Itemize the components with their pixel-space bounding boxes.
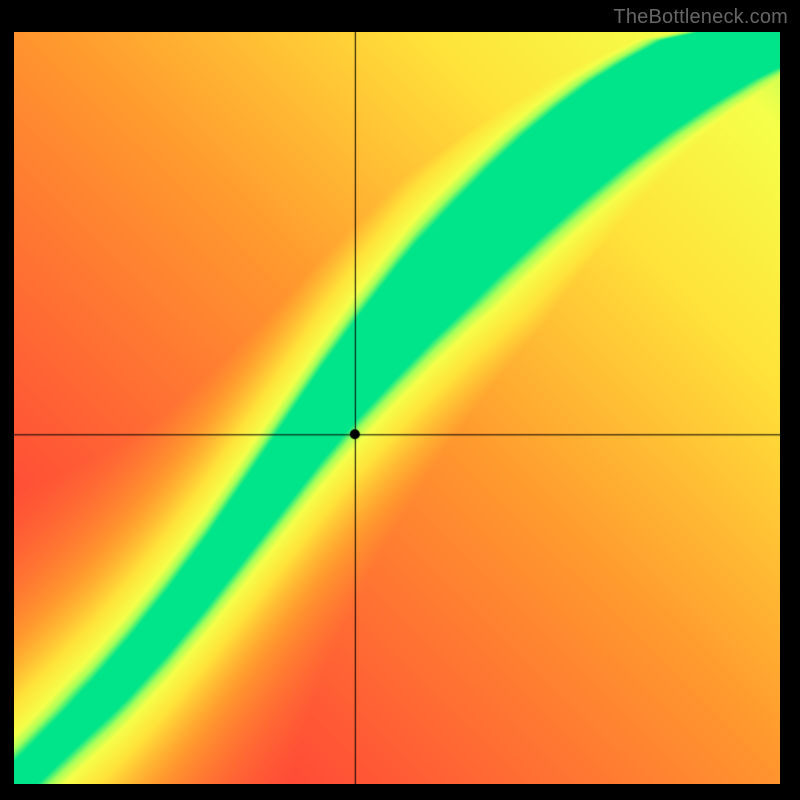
watermark-text: TheBottleneck.com — [613, 6, 788, 29]
heatmap-canvas — [14, 32, 780, 784]
chart-container: TheBottleneck.com — [0, 0, 800, 800]
